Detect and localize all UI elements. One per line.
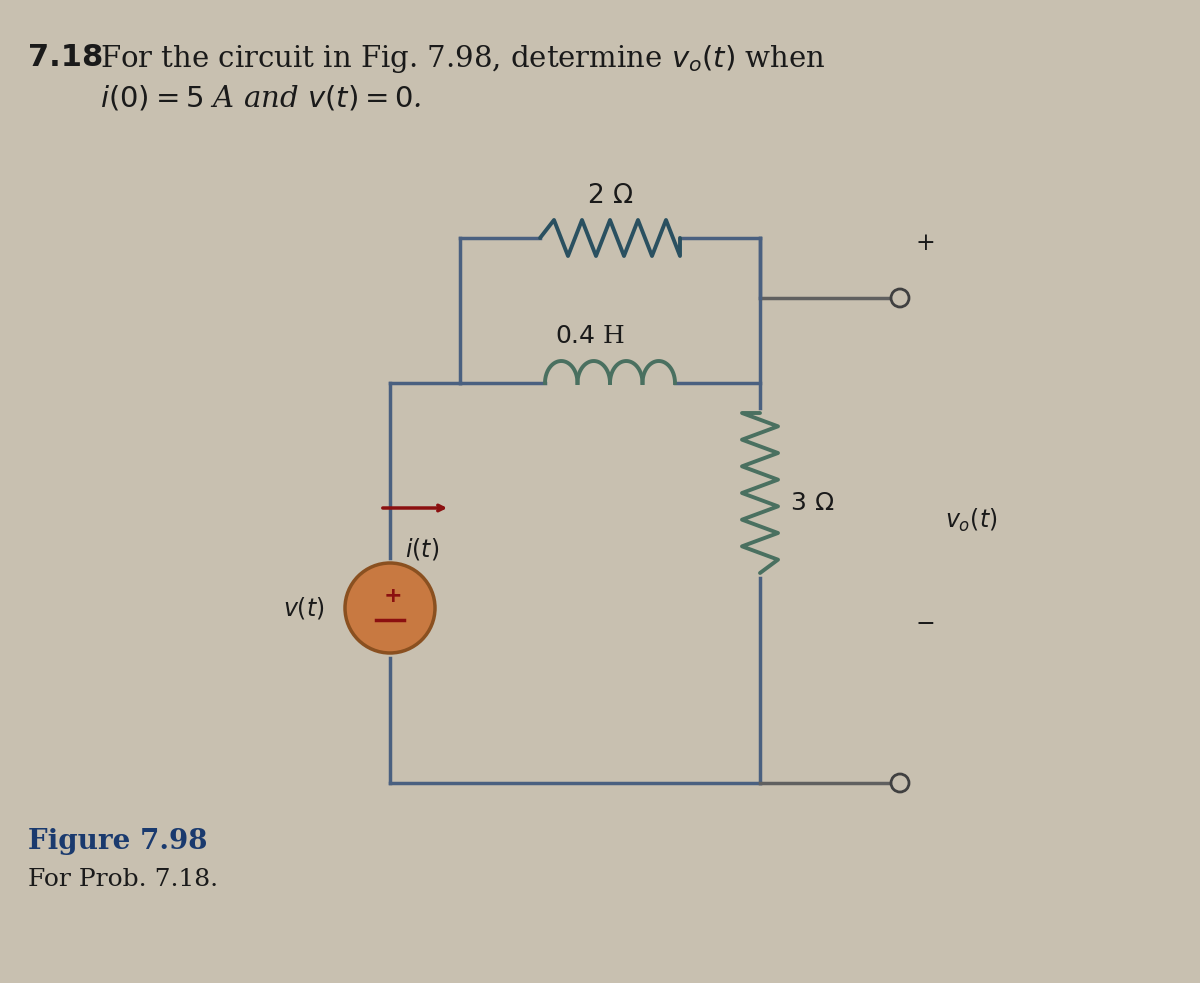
Text: $2\ \Omega$: $2\ \Omega$ bbox=[587, 183, 634, 208]
Text: $i(0) = 5$ A and $v(t) = 0$.: $i(0) = 5$ A and $v(t) = 0$. bbox=[100, 83, 421, 112]
Circle shape bbox=[346, 563, 436, 653]
Text: +: + bbox=[384, 586, 402, 606]
Text: $i(t)$: $i(t)$ bbox=[406, 536, 439, 562]
Text: For the circuit in Fig. 7.98, determine $v_o(t)$ when: For the circuit in Fig. 7.98, determine … bbox=[100, 43, 826, 75]
Text: $0.4$ H: $0.4$ H bbox=[554, 325, 625, 348]
Text: Figure 7.98: Figure 7.98 bbox=[28, 828, 208, 855]
Text: For Prob. 7.18.: For Prob. 7.18. bbox=[28, 868, 218, 891]
Text: $-$: $-$ bbox=[916, 611, 935, 634]
Text: $v_o(t)$: $v_o(t)$ bbox=[946, 507, 997, 534]
Circle shape bbox=[890, 774, 910, 792]
Text: $v(t)$: $v(t)$ bbox=[283, 595, 325, 621]
Text: +: + bbox=[916, 232, 935, 255]
Text: 7.18: 7.18 bbox=[28, 43, 103, 72]
Circle shape bbox=[890, 289, 910, 307]
Text: $3\ \Omega$: $3\ \Omega$ bbox=[790, 492, 834, 514]
